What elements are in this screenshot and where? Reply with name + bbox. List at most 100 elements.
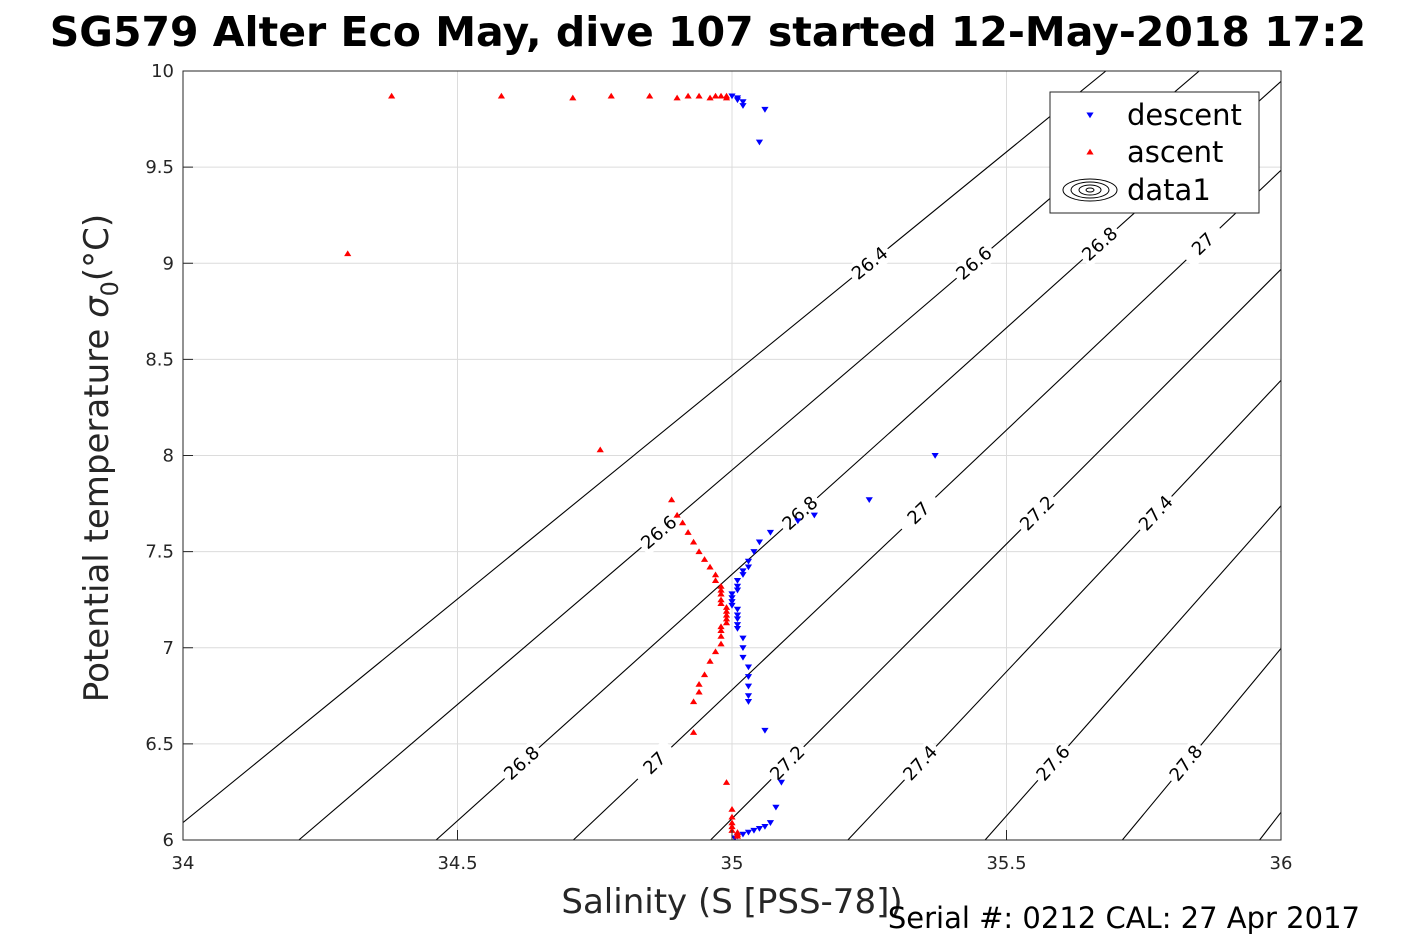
contour-label-bg — [1178, 220, 1228, 268]
ascent-point — [711, 571, 720, 578]
descent-point — [865, 497, 873, 503]
ascent-point — [706, 563, 714, 570]
ascent-point — [684, 92, 692, 99]
ascent-point — [569, 94, 577, 101]
y-tick-label: 7 — [163, 638, 174, 659]
descent-point — [761, 824, 769, 830]
y-tick-label: 6.5 — [145, 734, 174, 755]
ascent-point — [722, 779, 731, 785]
descent-point — [733, 626, 742, 632]
contour-line — [183, 71, 1107, 824]
contour-line — [847, 379, 1281, 840]
contour-label-bg — [1132, 488, 1180, 538]
contour-line — [298, 71, 1200, 840]
descent-point — [750, 549, 758, 555]
ascent-point — [689, 538, 698, 545]
x-axis-label: Salinity (S [PSS-78]) — [561, 882, 902, 922]
ascent-point — [700, 671, 709, 678]
descent-point — [728, 591, 736, 598]
descent-point — [739, 654, 747, 661]
legend-contour-icon — [1062, 178, 1118, 202]
contour-line — [1259, 811, 1281, 840]
ascent-point — [596, 446, 604, 453]
ascent-point — [722, 619, 731, 626]
ascent-point — [673, 511, 681, 518]
descent-point — [744, 674, 753, 680]
ascent-point — [722, 615, 731, 622]
x-tick-label: 35 — [721, 853, 744, 874]
ascent-point — [678, 519, 687, 526]
y-axis-label: Potential temperature σ0(°C) — [77, 214, 124, 702]
x-tick-label: 36 — [1270, 853, 1293, 874]
descent-point — [728, 595, 736, 602]
x-tick-label: 35.5 — [986, 853, 1026, 874]
descent-point — [766, 529, 775, 536]
y-axis-ticks: 6 6.5 7 7.5 8 8.5 9 9.5 10 — [145, 61, 193, 851]
ascent-point — [733, 832, 742, 839]
ascent-point — [695, 92, 703, 99]
contour-label-bg — [1029, 738, 1077, 788]
contour-label-bg — [1075, 220, 1125, 268]
y-tick-label: 10 — [151, 61, 174, 82]
ascent-point — [717, 582, 725, 589]
legend-label: data1 — [1127, 173, 1211, 207]
descent-point — [733, 583, 742, 590]
ascent-point — [722, 604, 731, 610]
ascent-point — [668, 496, 676, 503]
ascent-point — [717, 623, 725, 630]
descent-point — [733, 97, 742, 104]
legend-descent-marker — [1086, 112, 1094, 119]
contour-label-bg — [497, 739, 547, 787]
descent-point — [733, 616, 742, 623]
descent-point — [755, 539, 764, 546]
ascent-point — [684, 529, 692, 535]
ascent-point — [344, 250, 352, 257]
descent-point — [931, 452, 939, 459]
y-tick-label: 8.5 — [145, 349, 174, 370]
legend-label: descent — [1127, 98, 1242, 132]
y-tick-label: 9.5 — [145, 157, 174, 178]
descent-point — [777, 779, 786, 786]
ascent-point — [728, 806, 736, 812]
ascent-point — [728, 823, 736, 830]
data-markers — [344, 92, 939, 840]
ascent-point — [722, 611, 731, 618]
legend-contour-icon — [1078, 184, 1102, 196]
contour-line — [710, 268, 1281, 840]
contour-label-bg — [634, 509, 684, 556]
ascent-point — [646, 92, 654, 99]
ascent-point — [717, 586, 725, 593]
descent-point — [744, 829, 753, 836]
ascent-point — [607, 92, 615, 99]
ascent-point — [689, 698, 698, 705]
descent-point — [733, 622, 742, 628]
ascent-point — [695, 688, 703, 695]
descent-point — [739, 568, 747, 575]
descent-point — [728, 599, 736, 605]
ascent-point — [711, 92, 720, 99]
descent-point — [744, 564, 753, 571]
contour-label-bg — [1013, 489, 1062, 538]
descent-point — [772, 804, 780, 811]
descent-point — [810, 512, 818, 519]
ascent-point — [711, 648, 720, 655]
descent-point — [739, 635, 747, 642]
descent-point — [733, 577, 742, 584]
legend-label: ascent — [1127, 135, 1223, 169]
ascent-point — [695, 548, 703, 555]
ascent-point — [711, 577, 720, 583]
descent-point — [739, 99, 747, 105]
ascent-point — [717, 640, 725, 647]
descent-point — [744, 699, 753, 705]
contour-label-bg — [1162, 738, 1210, 788]
x-tick-label: 34.5 — [437, 853, 477, 874]
descent-point — [755, 825, 764, 832]
ascent-point — [689, 729, 698, 735]
descent-point — [733, 612, 742, 619]
legend-ascent-marker — [1086, 148, 1094, 155]
contour-line — [984, 504, 1281, 840]
ascent-point — [673, 94, 681, 101]
ascent-point — [497, 92, 506, 99]
contour-label-bg — [896, 738, 945, 788]
